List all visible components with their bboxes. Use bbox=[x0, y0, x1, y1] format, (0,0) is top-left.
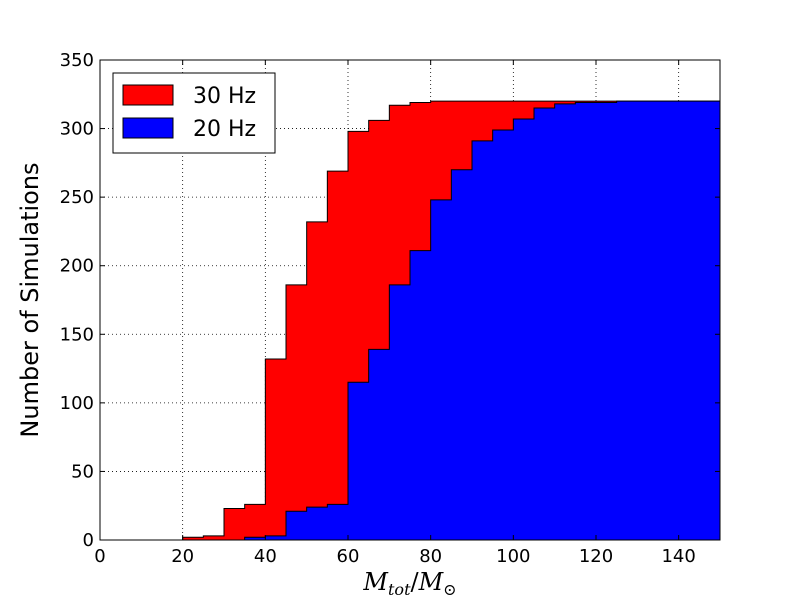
x-axis-label-sub-tot: tot bbox=[388, 580, 411, 599]
x-tick-label: 0 bbox=[94, 546, 105, 567]
series-area-20hz bbox=[100, 100, 721, 541]
x-axis-label: Mtot/M⊙ bbox=[362, 568, 456, 599]
x-tick-label: 140 bbox=[661, 546, 695, 567]
y-tick-label: 250 bbox=[60, 187, 94, 208]
y-tick-label: 150 bbox=[60, 324, 94, 345]
y-tick-label: 100 bbox=[60, 393, 94, 414]
legend-label-20hz: 20 Hz bbox=[193, 117, 256, 142]
y-tick-label: 50 bbox=[71, 461, 94, 482]
plot-frame bbox=[99, 59, 721, 541]
x-axis-label-sub-sun: ⊙ bbox=[443, 580, 456, 599]
x-axis-label-m2: M bbox=[418, 568, 445, 596]
x-axis-label-slash: / bbox=[411, 568, 420, 596]
x-tick-label: 80 bbox=[419, 546, 442, 567]
axis-ticks bbox=[99, 59, 720, 541]
x-tick-label: 40 bbox=[254, 546, 277, 567]
x-tick-label: 100 bbox=[496, 546, 530, 567]
y-tick-label: 300 bbox=[60, 119, 94, 140]
x-tick-label: 60 bbox=[337, 546, 360, 567]
x-tick-label: 120 bbox=[579, 546, 613, 567]
y-tick-label: 350 bbox=[60, 50, 94, 71]
x-tick-label: 20 bbox=[171, 546, 194, 567]
legend-swatch-30hz bbox=[122, 84, 174, 106]
series-layer bbox=[100, 100, 721, 541]
y-tick-label: 200 bbox=[60, 256, 94, 277]
legend-swatch-20hz bbox=[122, 117, 174, 139]
y-tick-label: 0 bbox=[83, 530, 94, 551]
legend-label-30hz: 30 Hz bbox=[193, 84, 256, 109]
legend: 30 Hz 20 Hz bbox=[112, 72, 276, 154]
tick-labels: 0 20 40 60 80 100 120 140 0 50 100 150 200 250 300 350 bbox=[60, 50, 696, 567]
x-axis-label-m1: M bbox=[362, 568, 389, 596]
y-axis-label: Number of Simulations bbox=[16, 162, 44, 437]
